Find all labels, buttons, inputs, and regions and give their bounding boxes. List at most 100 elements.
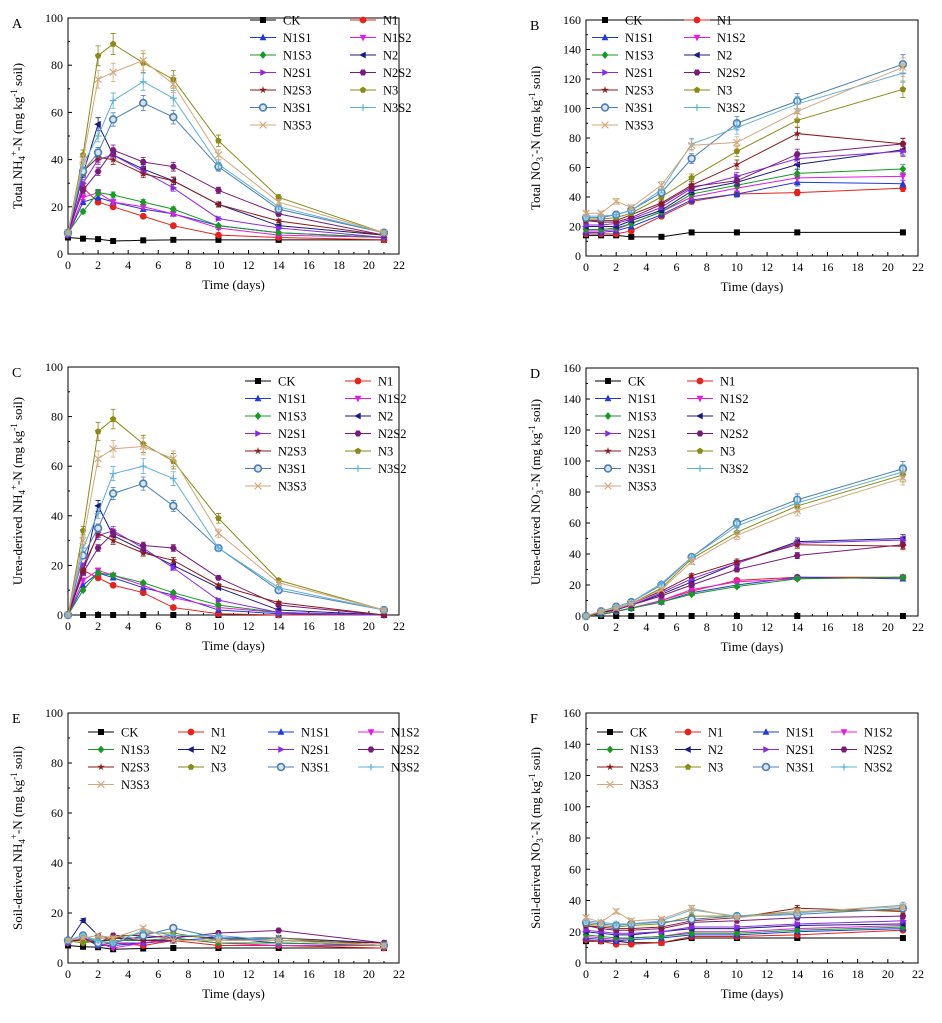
x-tick-label: 4 — [125, 619, 131, 633]
data-point — [733, 531, 741, 540]
legend-label: CK — [121, 726, 138, 740]
x-tick-label: 20 — [363, 258, 375, 272]
x-tick-label: 6 — [155, 967, 161, 981]
legend-item: N1 — [178, 726, 226, 740]
data-point — [109, 581, 117, 589]
data-point — [93, 148, 103, 157]
data-point — [733, 160, 741, 168]
data-point — [658, 592, 665, 599]
data-point — [109, 155, 117, 163]
legend-marker — [600, 103, 610, 112]
x-tick-label: 0 — [583, 260, 589, 274]
data-point — [139, 98, 148, 108]
legend-marker — [605, 430, 612, 437]
data-point — [109, 571, 117, 580]
x-tick-label: 0 — [65, 619, 71, 633]
data-point — [688, 613, 695, 619]
legend-label: N2 — [717, 49, 732, 63]
legend-label: N3S2 — [383, 101, 411, 115]
y-tick-label: 0 — [575, 249, 581, 263]
legend-marker — [278, 746, 285, 753]
legend-marker — [259, 86, 267, 94]
legend-item: N1S1 — [592, 31, 653, 45]
series-group — [581, 901, 908, 948]
legend-marker — [601, 121, 609, 129]
legend-label: N3 — [717, 84, 732, 98]
data-point — [109, 40, 117, 47]
x-tick-label: 16 — [821, 620, 833, 634]
data-point — [899, 613, 906, 619]
panel-f: F 0 2 4 6 8 10 12 14 16 18 20 22 Time (days) 0 20 40 60 80… — [527, 706, 924, 1001]
legend-item: N2S2 — [358, 743, 419, 757]
data-point — [687, 904, 696, 913]
data-point — [793, 175, 801, 182]
legend-label: N2S3 — [628, 445, 656, 459]
legend-label: N3S3 — [278, 480, 306, 494]
legend-item: N1S3 — [592, 49, 653, 63]
data-point — [140, 612, 147, 618]
x-tick-label: 10 — [212, 258, 224, 272]
legend-marker — [605, 378, 611, 384]
data-point — [899, 173, 907, 181]
data-point — [94, 574, 102, 582]
y-axis-label: Soil-derived NO3--N (mg kg-1 soil) — [527, 747, 545, 929]
legend-item: N2 — [345, 410, 393, 424]
legend: CK N1 N1S1 N1S2 N1S3 N2 N2S1 N2S2 N2S3 N3 N3S1 N3S2… — [595, 375, 748, 494]
data-point — [612, 604, 620, 613]
legend-label: N3S3 — [630, 778, 658, 792]
data-point — [95, 236, 102, 243]
legend-label: N3 — [720, 445, 735, 459]
x-tick-label: 4 — [643, 967, 649, 981]
legend-label: N2S1 — [628, 427, 656, 441]
legend-marker — [761, 762, 771, 772]
data-point — [169, 923, 178, 933]
data-point — [79, 207, 87, 216]
legend-marker — [260, 17, 266, 23]
y-tick-label: 0 — [57, 956, 63, 970]
data-point — [94, 120, 101, 128]
data-point — [109, 945, 117, 952]
data-point — [597, 209, 605, 218]
data-point — [169, 936, 178, 945]
data-point — [657, 198, 666, 207]
legend-item: N3 — [684, 84, 732, 98]
y-axis-label: Urea-derived NO3--N (mg kg-1 soil) — [527, 399, 545, 585]
data-point — [733, 522, 741, 530]
legend-item: N2 — [684, 49, 732, 63]
y-tick-label: 40 — [569, 547, 581, 561]
legend-item: N2S1 — [753, 743, 814, 757]
data-point — [380, 941, 388, 950]
legend-label: N1S3 — [625, 49, 653, 63]
y-tick-label: 40 — [51, 856, 63, 870]
legend-label: N1S2 — [391, 726, 419, 740]
legend-label: N2S1 — [278, 427, 306, 441]
data-point — [733, 147, 741, 155]
legend-label: N3 — [378, 445, 393, 459]
data-point — [109, 934, 117, 942]
legend-label: N2 — [211, 743, 226, 757]
legend-marker — [840, 729, 848, 736]
data-point — [274, 578, 283, 587]
legend-label: N1 — [717, 14, 732, 28]
legend-marker — [606, 780, 614, 789]
x-tick-label: 4 — [643, 260, 649, 274]
legend-label: N3S2 — [717, 101, 745, 115]
legend-label: N1S1 — [278, 392, 306, 406]
legend-marker — [258, 103, 268, 112]
legend-label: N3S1 — [301, 761, 329, 775]
legend-item: N3S1 — [268, 761, 329, 775]
x-tick-label: 16 — [303, 967, 315, 981]
legend-label: N2 — [708, 743, 723, 757]
x-tick-label: 4 — [643, 620, 649, 634]
y-tick-label: 0 — [575, 956, 581, 970]
legend-label: N1S3 — [278, 410, 306, 424]
series-group — [581, 54, 908, 240]
x-tick-label: 12 — [761, 620, 773, 634]
y-tick-label: 80 — [569, 831, 581, 845]
data-point — [169, 163, 177, 170]
data-point — [687, 571, 696, 579]
data-point — [139, 589, 147, 597]
legend-item: N2S3 — [88, 761, 149, 775]
data-point — [214, 200, 223, 208]
data-point — [139, 462, 147, 470]
